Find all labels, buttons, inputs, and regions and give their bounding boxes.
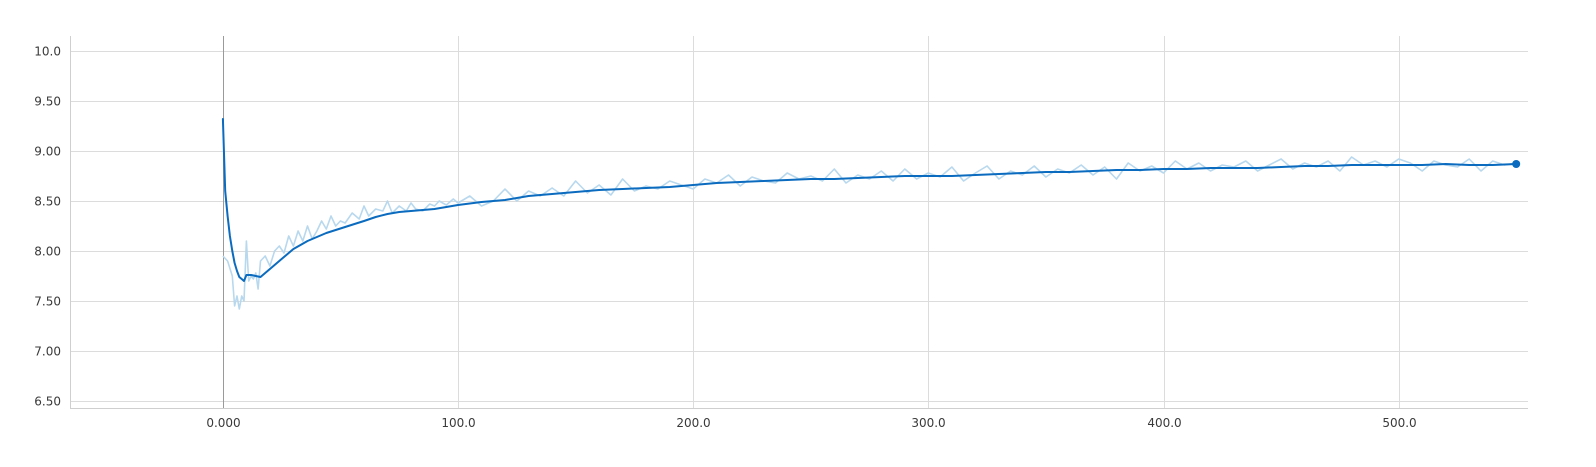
series <box>221 118 1521 310</box>
y-tick-label: 9.50 <box>34 95 61 109</box>
y-tick-label: 9.00 <box>34 145 61 159</box>
x-tick-label: 500.0 <box>1382 416 1416 430</box>
y-tick-label: 7.00 <box>34 345 61 359</box>
y-tick-label: 10.0 <box>34 45 61 59</box>
x-tick-label: 300.0 <box>911 416 945 430</box>
tick-labels: 6.50 7.00 7.50 8.00 8.50 9.00 9.50 10.0 0.000 100… <box>34 45 1416 431</box>
y-tick-label: 7.50 <box>34 295 61 309</box>
x-tick-label: 0.000 <box>206 416 240 430</box>
grid <box>70 36 1528 408</box>
y-tick-label: 8.00 <box>34 245 61 259</box>
last-point-marker <box>1512 160 1521 168</box>
raw-series-line <box>222 156 1517 310</box>
x-tick-label: 200.0 <box>676 416 710 430</box>
y-tick-label: 8.50 <box>34 195 61 209</box>
axes <box>70 36 1528 409</box>
x-tick-label: 400.0 <box>1147 416 1181 430</box>
y-tick-label: 6.50 <box>34 395 61 409</box>
smoothed-series-line <box>221 118 1518 282</box>
x-tick-label: 100.0 <box>441 416 475 430</box>
